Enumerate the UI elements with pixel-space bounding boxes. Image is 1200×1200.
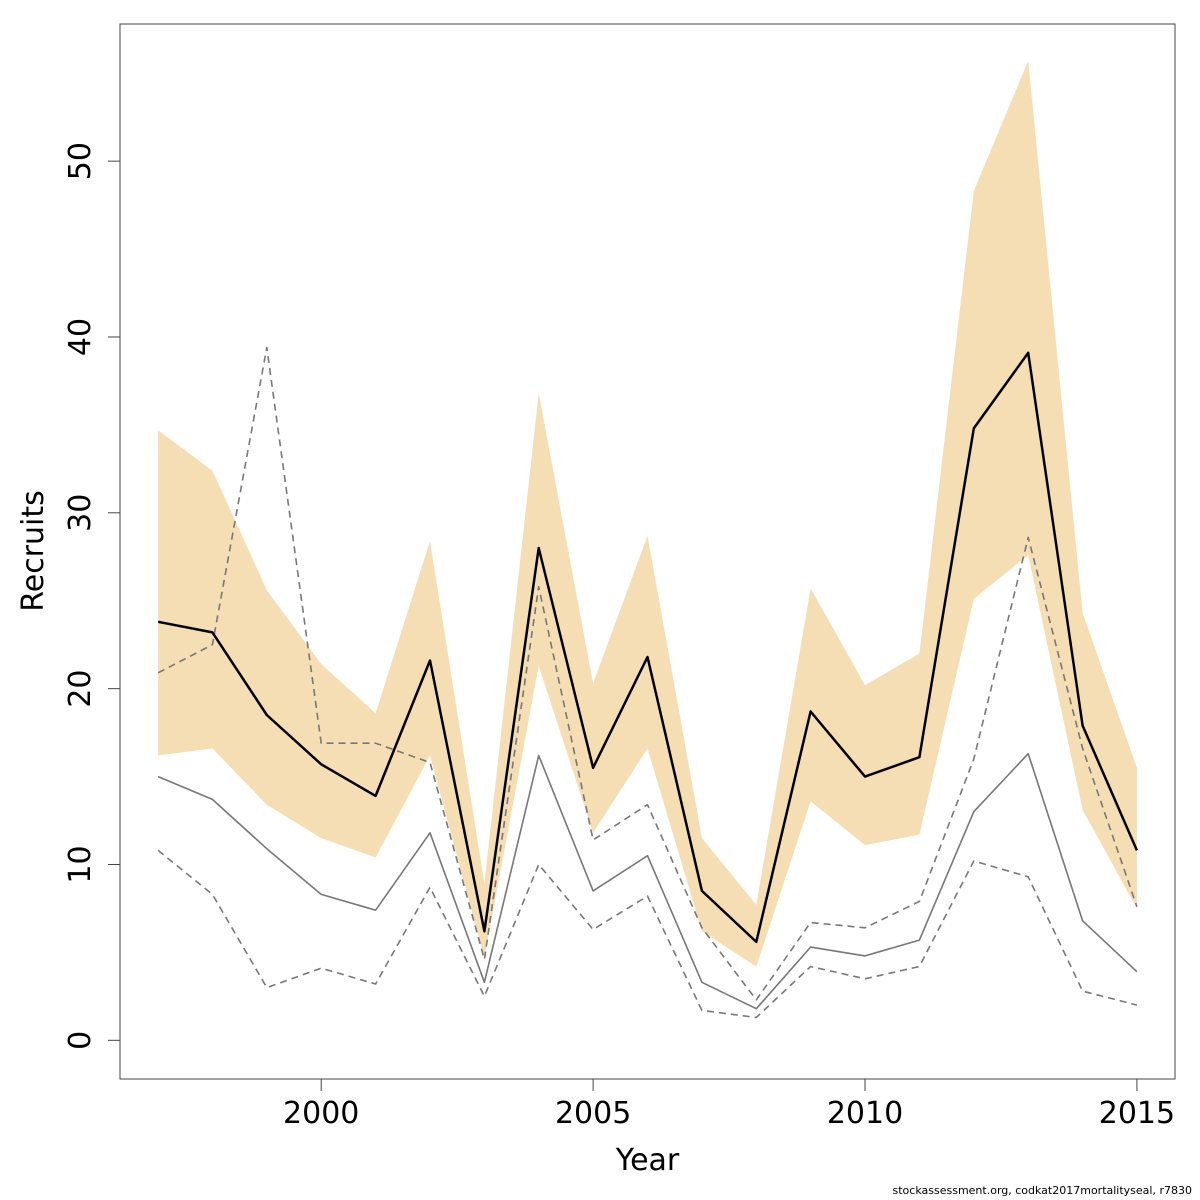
series-line-estimate xyxy=(157,351,1139,944)
series-line-comparison xyxy=(157,752,1138,1010)
series-line-comparison-upper xyxy=(157,346,1138,1001)
x-axis-title: Year xyxy=(615,1143,680,1178)
series-layer xyxy=(157,346,1139,1019)
y-tick-label: 10 xyxy=(63,845,98,883)
confidence-band-layer xyxy=(158,60,1137,967)
y-tick-label: 0 xyxy=(63,1031,98,1050)
y-tick-label: 20 xyxy=(63,670,98,708)
y-tick-label: 50 xyxy=(63,142,98,180)
footer-credit: stockassessment.org, codkat2017mortality… xyxy=(892,1184,1192,1197)
x-tick-label: 2015 xyxy=(1099,1096,1175,1131)
y-tick-label: 30 xyxy=(63,494,98,532)
x-tick-label: 2005 xyxy=(555,1096,631,1131)
y-tick-label: 40 xyxy=(63,318,98,356)
x-axis: 2000 2005 2010 2015 xyxy=(283,1078,1175,1131)
y-axis-title: Recruits xyxy=(16,490,51,612)
y-axis: 0 10 20 30 40 50 xyxy=(63,142,121,1050)
x-tick-label: 2010 xyxy=(827,1096,903,1131)
series-line-comparison-lower xyxy=(157,849,1138,1019)
confidence-band xyxy=(158,60,1137,967)
x-tick-label: 2000 xyxy=(283,1096,359,1131)
